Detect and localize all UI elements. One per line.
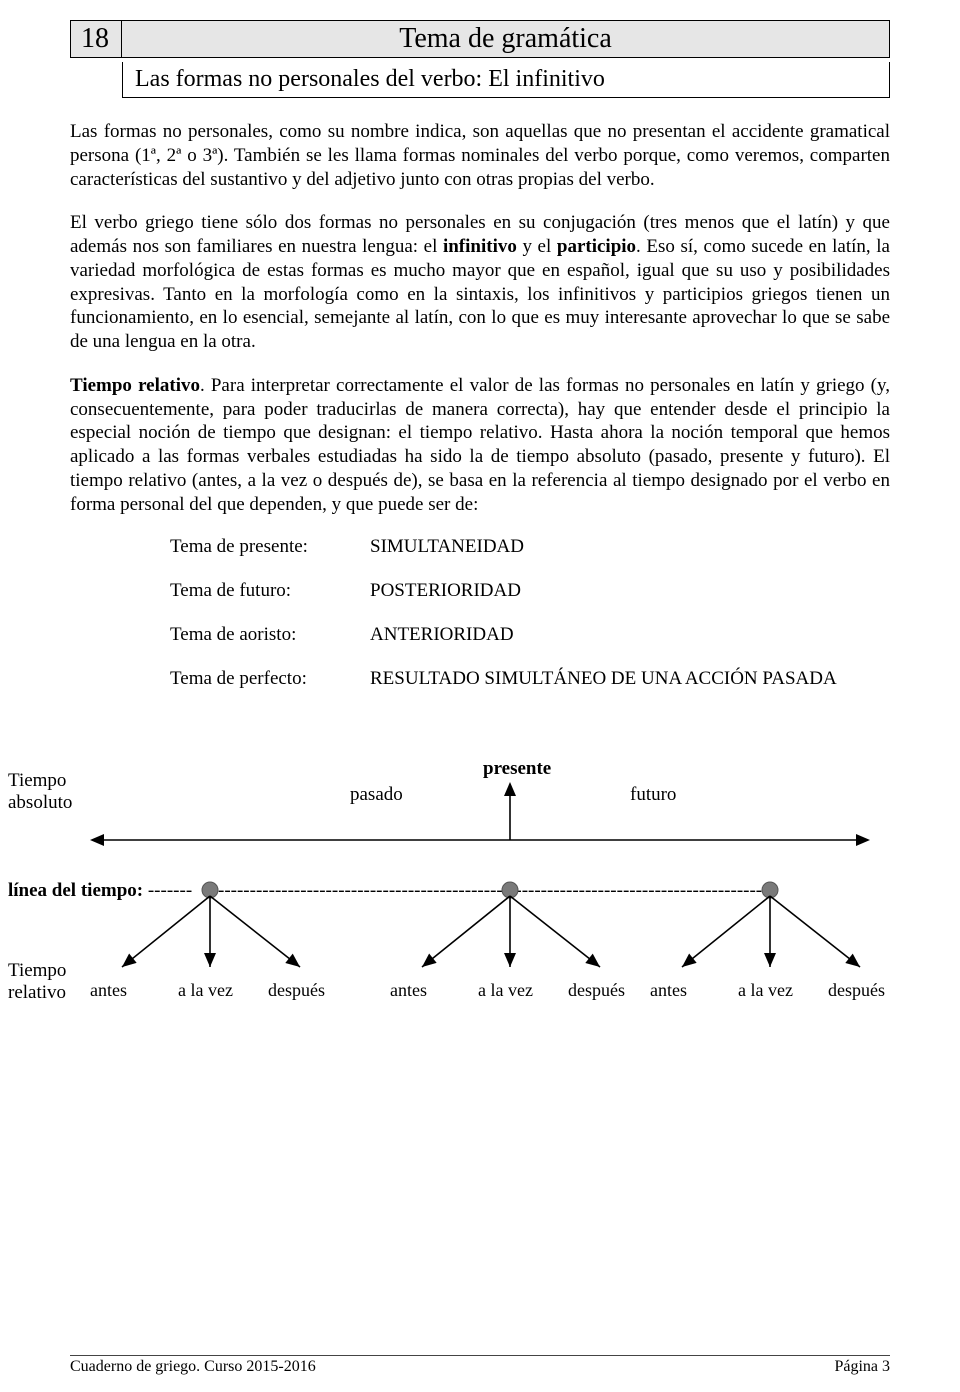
tense-label: Tema de presente: (170, 536, 370, 558)
tense-label: Tema de perfecto: (170, 668, 370, 690)
tense-row: Tema de futuro: POSTERIORIDAD (170, 580, 890, 602)
tense-value: RESULTADO SIMULTÁNEO DE UNA ACCIÓN PASAD… (370, 668, 890, 690)
paragraph-1: Las formas no personales, como su nombre… (70, 120, 890, 191)
tense-row: Tema de perfecto: RESULTADO SIMULTÁNEO D… (170, 668, 890, 690)
relative-sub-label: a la vez (478, 980, 533, 1001)
tense-label: Tema de aoristo: (170, 624, 370, 646)
relative-sub-label: después (568, 980, 625, 1001)
paragraph-2: El verbo griego tiene sólo dos formas no… (70, 211, 890, 354)
relative-sub-label: a la vez (178, 980, 233, 1001)
p2-bold-2: participio (557, 236, 636, 257)
relative-sub-label: antes (390, 980, 427, 1001)
paragraph-3: Tiempo relativo. Para interpretar correc… (70, 374, 890, 517)
footer-right: Página 3 (834, 1358, 890, 1376)
relative-sub-label: antes (650, 980, 687, 1001)
relative-sub-label: después (828, 980, 885, 1001)
page-footer: Cuaderno de griego. Curso 2015-2016 Pági… (70, 1355, 890, 1376)
p3-bold: Tiempo relativo (70, 375, 200, 396)
tense-label: Tema de futuro: (170, 580, 370, 602)
chapter-subtitle: Las formas no personales del verbo: El i… (122, 62, 890, 98)
tense-table: Tema de presente: SIMULTANEIDAD Tema de … (170, 536, 890, 690)
chapter-title: Tema de gramática (122, 20, 890, 58)
p2-part-c: y el (517, 236, 557, 257)
tense-value: POSTERIORIDAD (370, 580, 890, 602)
tense-row: Tema de presente: SIMULTANEIDAD (170, 536, 890, 558)
relative-sub-label: antes (90, 980, 127, 1001)
tense-value: ANTERIORIDAD (370, 624, 890, 646)
tense-value: SIMULTANEIDAD (370, 536, 890, 558)
footer-left: Cuaderno de griego. Curso 2015-2016 (70, 1358, 316, 1376)
p2-bold-1: infinitivo (443, 236, 517, 257)
relative-sub-label: a la vez (738, 980, 793, 1001)
relative-sub-label: después (268, 980, 325, 1001)
paragraph-1-text: Las formas no personales, como su nombre… (70, 121, 890, 190)
timeline-diagram: Tiempo absoluto Tiempo relativo presente… (0, 760, 960, 1020)
chapter-number: 18 (70, 20, 122, 58)
tense-row: Tema de aoristo: ANTERIORIDAD (170, 624, 890, 646)
